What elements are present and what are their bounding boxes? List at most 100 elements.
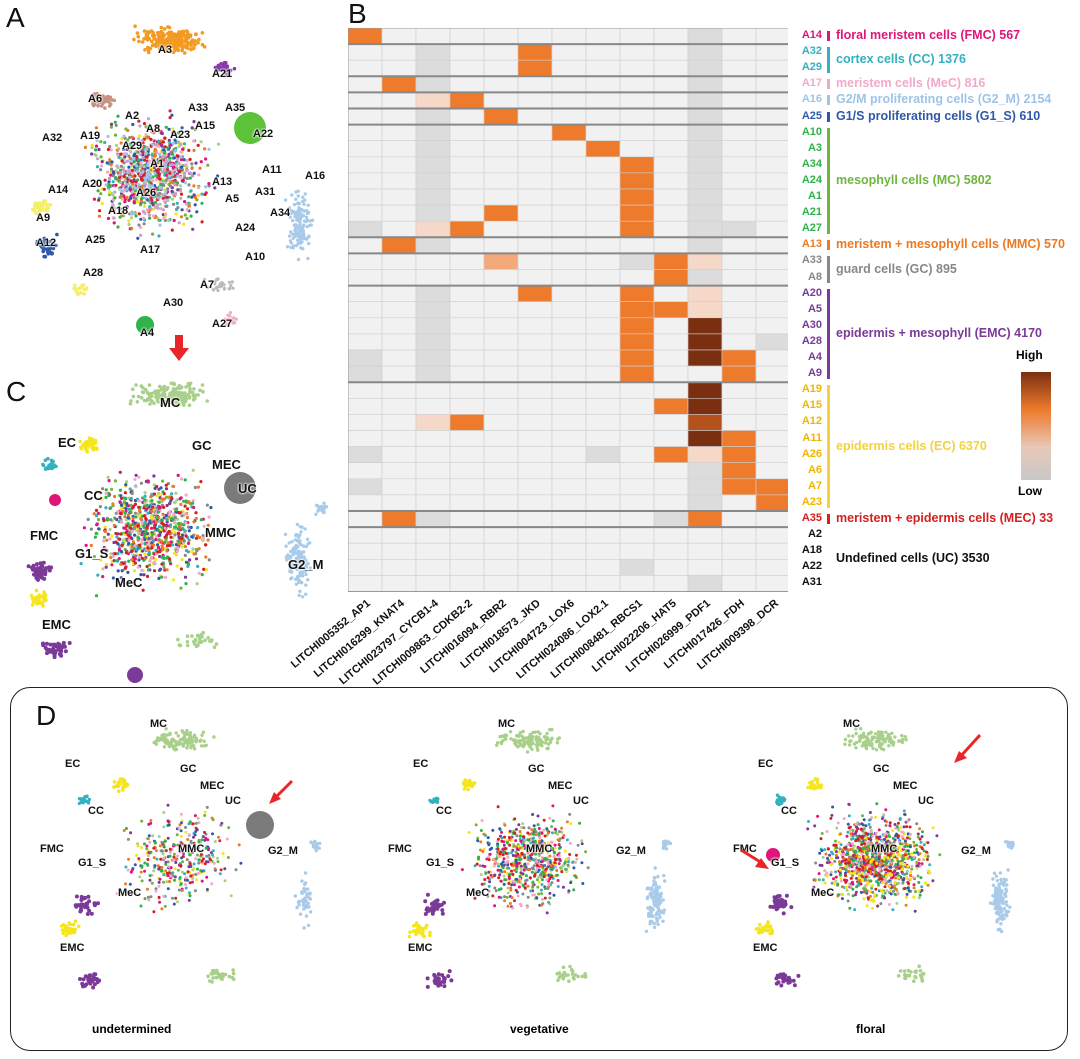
heatmap-cell [585,253,621,270]
heatmap-cell [653,478,689,496]
heatmap-cell [721,156,757,174]
heatmap-cell [551,494,587,512]
heatmap-row-label: A9 [807,367,822,380]
heatmap-cell [653,285,689,303]
heatmap-cell [687,462,723,480]
heatmap-row-label: A15 [801,399,822,412]
heatmap-cell [551,365,587,383]
heatmap-cell [585,317,621,335]
heatmap-cell [551,414,587,431]
heatmap-cell [415,365,451,383]
heatmap-row-label: A6 [807,463,822,476]
heatmap-row-label: A25 [801,109,822,122]
heatmap-cell [415,92,451,109]
heatmap-cell [619,397,655,415]
heatmap-cell [517,285,553,303]
heatmap-cell [653,558,689,576]
heatmap-cell [721,172,757,190]
cluster-label-c: G1_S [75,546,109,561]
heatmap-cell [415,414,451,431]
heatmap-cell [348,349,383,367]
heatmap-cell [483,124,519,141]
heatmap-cell [653,381,689,399]
cluster-label-d: G1_S [426,857,455,869]
cluster-label-a: A25 [85,234,106,246]
heatmap-cell [653,124,689,141]
cluster-label-c: EMC [42,617,71,632]
heatmap-cell [517,28,553,45]
heatmap-cell [348,75,383,93]
condition-floral: floral [856,1022,886,1036]
heatmap-cell [449,253,485,270]
heatmap-cell [619,204,655,222]
cluster-label-a: A16 [305,170,326,182]
cluster-label-a: A20 [82,178,103,190]
heatmap-cell [687,43,723,61]
heatmap-cell [551,237,587,254]
cluster-label-d: EMC [408,942,433,954]
cluster-label-d: MC [150,718,168,730]
heatmap-cell [517,220,553,238]
heatmap-cell [415,156,451,174]
heatmap-cell [517,397,553,415]
heatmap-cell [449,285,485,303]
cluster-label-d: CC [436,805,452,817]
group-name: Undefined cells (UC) 3530 [836,551,990,566]
heatmap-cell [483,59,519,77]
heatmap-cell [585,156,621,174]
heatmap-cell [483,333,519,351]
heatmap-cell [551,204,587,222]
cluster-label-d: FMC [40,843,64,855]
heatmap-cell [517,301,553,319]
heatmap-cell [585,430,621,447]
heatmap-cell [348,269,383,286]
heatmap-cell [449,414,485,431]
cluster-label-a: A8 [146,123,161,135]
heatmap-cell [721,333,757,351]
heatmap-cell [449,124,485,141]
heatmap-cell [619,462,655,480]
heatmap-cell [619,92,655,109]
heatmap-row-label: A26 [801,447,822,460]
heatmap-cell [687,510,723,528]
heatmap-cell [653,28,689,45]
heatmap-row-label: A14 [801,29,822,41]
cluster-label-d: EC [758,758,774,770]
cluster-label-d: UC [225,795,241,807]
heatmap-cell [483,253,519,270]
heatmap-cell [687,285,723,303]
heatmap-cell [653,172,689,190]
heatmap-cell [483,108,519,125]
cluster-label-a: A17 [140,244,161,256]
heatmap-cell [483,75,519,93]
heatmap-cell [381,317,417,335]
heatmap-row-label: A30 [801,318,822,331]
heatmap-cell [721,430,757,447]
heatmap-cell [585,28,621,45]
heatmap-cell [415,285,451,303]
heatmap-cell [585,542,621,560]
heatmap-cell [415,397,451,415]
cluster-label-a: A35 [225,102,246,114]
heatmap-cell [619,220,655,238]
heatmap-cell [653,140,689,158]
heatmap-cell [755,75,788,93]
heatmap-cell [517,494,553,512]
cluster-label-d: UC [573,795,589,807]
panel-letter-c: C [6,376,27,407]
heatmap-cell [517,558,553,576]
heatmap-cell [348,365,383,383]
heatmap-cell [449,28,485,45]
heatmap-cell [348,430,383,447]
heatmap-cell [551,510,587,528]
cluster-label-c: MC [160,395,181,410]
heatmap-cell [585,510,621,528]
heatmap-row-label: A2 [807,528,822,541]
heatmap-cell [381,558,417,576]
heatmap-row-label: A10 [801,125,822,138]
cluster-label-d: GC [873,763,890,775]
heatmap-cell [653,43,689,61]
group-name: meristem + mesophyll cells (MMC) 570 [836,237,1065,252]
heatmap-cell [687,333,723,351]
heatmap-cell [619,28,655,45]
